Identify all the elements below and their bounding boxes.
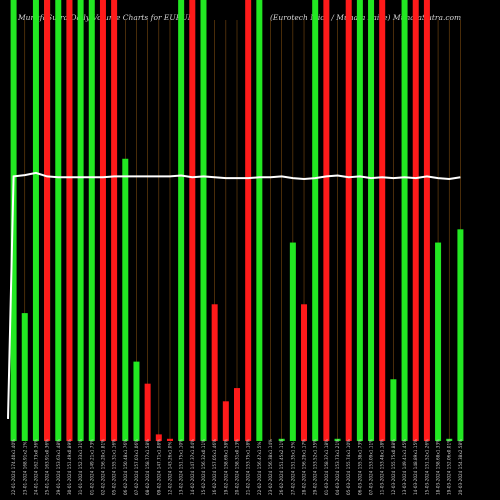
volume-bar-up bbox=[457, 229, 464, 441]
x-tick-label: 06-03-2024 155.38x1.73% bbox=[357, 439, 362, 495]
x-tick-label: 14-02-2024 147.37x1.04% bbox=[190, 439, 195, 495]
x-tick-label: 09-02-2024 147.71x1.08% bbox=[156, 439, 161, 495]
volume-bar-down bbox=[379, 0, 386, 441]
x-tick-label: 21-02-2024 153.75x1.18% bbox=[246, 439, 251, 495]
volume-bar-up bbox=[312, 0, 319, 441]
volume-bar-up bbox=[446, 438, 453, 441]
volume-bar-down bbox=[166, 438, 173, 441]
volume-bar-up bbox=[435, 242, 442, 441]
x-tick-label: 06-02-2024 150.48x1.76% bbox=[123, 439, 128, 495]
x-tick-label: 14-03-2024 148.89x1.15% bbox=[413, 439, 418, 495]
x-tick-label: 02-02-2024 156.20x1.81% bbox=[100, 439, 105, 495]
x-tick-label: 15-02-2024 156.32x0.11% bbox=[201, 439, 206, 495]
x-tick-label: 25-01-2024 163.91x0.36% bbox=[45, 439, 50, 495]
volume-bar-down bbox=[222, 401, 229, 441]
chart-subtitle: (Eurotech Mica / Munafa Paise) MunafaSut… bbox=[270, 13, 462, 22]
x-tick-label: 27-02-2024 151.35x1.5% bbox=[290, 442, 295, 495]
x-tick-label: 22-02-2024 156.47x1.5% bbox=[257, 442, 262, 495]
x-tick-label: 28-02-2024 156.29x1.17% bbox=[302, 439, 307, 495]
volume-bar-down bbox=[66, 0, 73, 441]
x-tick-label: 04-03-2024 153.73x1.21% bbox=[335, 439, 340, 495]
volume-bar-up bbox=[278, 438, 285, 441]
volume-bar-up bbox=[368, 0, 375, 441]
x-tick-label: 24-01-2024 162.73x0.36% bbox=[33, 439, 38, 495]
x-tick-label: 23-01-2024 168.91x2.1% bbox=[22, 442, 27, 495]
x-tick-label: 01-03-2024 158.37x1.18% bbox=[324, 439, 329, 495]
x-tick-label: 07-03-2024 153.09x1.11% bbox=[369, 439, 374, 495]
volume-bar-up bbox=[77, 0, 84, 441]
x-tick-label: 26-02-2024 151.45x2.11% bbox=[279, 439, 284, 495]
volume-bar-down bbox=[412, 0, 419, 441]
price-line bbox=[7, 171, 461, 419]
volume-bar-down bbox=[111, 0, 118, 441]
volume-bar-down bbox=[211, 304, 218, 441]
volume-bar-down bbox=[323, 0, 330, 441]
x-tick-label: 01-02-2024 149.21x1.73% bbox=[89, 439, 94, 495]
x-tick-label: 31-01-2024 152.33x1.31% bbox=[78, 439, 83, 495]
x-tick-label: 12-03-2024 155.75x0.88% bbox=[391, 439, 396, 495]
x-tick-label: 19-03-2024 152.06x0.01% bbox=[447, 439, 452, 495]
x-tick-label: 19-02-2024 158.69x1.58% bbox=[223, 439, 228, 495]
volume-bar-down bbox=[99, 0, 106, 441]
chart-title: MunafaSutra Daily Volume Charts for EURU… bbox=[18, 13, 195, 22]
x-tick-label: 07-02-2024 157.03x1.06% bbox=[134, 439, 139, 495]
volume-bar-up bbox=[10, 0, 17, 441]
x-tick-label: 29-02-2024 153.52x1.35% bbox=[313, 439, 318, 495]
volume-bar-down bbox=[144, 383, 151, 441]
volume-bar-up bbox=[122, 158, 129, 441]
x-tick-label: 20-03-2024 154.38x2.58% bbox=[458, 439, 463, 495]
volume-bar-up bbox=[32, 0, 39, 441]
volume-bar-up bbox=[256, 0, 263, 441]
volume-bar-up bbox=[390, 379, 397, 441]
volume-bar-down bbox=[189, 0, 196, 441]
x-tick-label: 29-01-2024 153.63x1.48% bbox=[56, 439, 61, 495]
volume-bar-up bbox=[200, 0, 207, 441]
volume-bar-up bbox=[21, 313, 28, 441]
volume-bar-up bbox=[178, 0, 185, 441]
x-tick-label: 16-02-2024 157.05x1.46% bbox=[212, 439, 217, 495]
volume-bar-down bbox=[155, 434, 162, 441]
volume-bar-up bbox=[88, 0, 95, 441]
x-tick-label: 18-03-2024 158.68x1.33% bbox=[436, 439, 441, 495]
x-tick-label: 08-02-2024 158.77x1.58% bbox=[145, 439, 150, 495]
volume-bar-down bbox=[301, 304, 308, 441]
x-tick-label: 30-01-2024 151.49x0.89% bbox=[67, 439, 72, 495]
x-tick-label: 22-01-2024 174.40x1.40% bbox=[11, 439, 16, 495]
x-tick-label: 13-03-2024 149.41x1.45% bbox=[402, 439, 407, 495]
volume-bar-down bbox=[245, 0, 252, 441]
x-tick-label: 23-02-2024 156.38x1.14% bbox=[268, 439, 273, 495]
x-tick-label: 13-02-2024 151.75x1.10% bbox=[179, 439, 184, 495]
volume-bar-down bbox=[44, 0, 51, 441]
volume-bar-down bbox=[234, 388, 240, 441]
volume-bar-up bbox=[289, 242, 296, 441]
x-tick-label: 11-03-2024 153.48x1.18% bbox=[380, 439, 385, 495]
x-tick-label: 05-03-2024 155.74x1.10% bbox=[346, 439, 351, 495]
volume-bar-up bbox=[133, 361, 140, 441]
x-tick-label: 05-02-2024 155.31x1.16% bbox=[112, 439, 117, 495]
x-tick-label: 12-02-2024 143.26x1.0% bbox=[167, 442, 172, 495]
volume-bar-down bbox=[345, 0, 352, 441]
volume-bar-up bbox=[55, 0, 62, 441]
volume-bar-down bbox=[423, 0, 430, 441]
volume-bar-up bbox=[401, 0, 408, 441]
x-tick-label: 15-03-2024 151.52x1.26% bbox=[424, 439, 429, 495]
x-tick-label: 20-02-2024 158.31x0.13% bbox=[235, 439, 240, 495]
volume-bar-up bbox=[334, 438, 341, 441]
volume-bar-up bbox=[356, 0, 363, 441]
